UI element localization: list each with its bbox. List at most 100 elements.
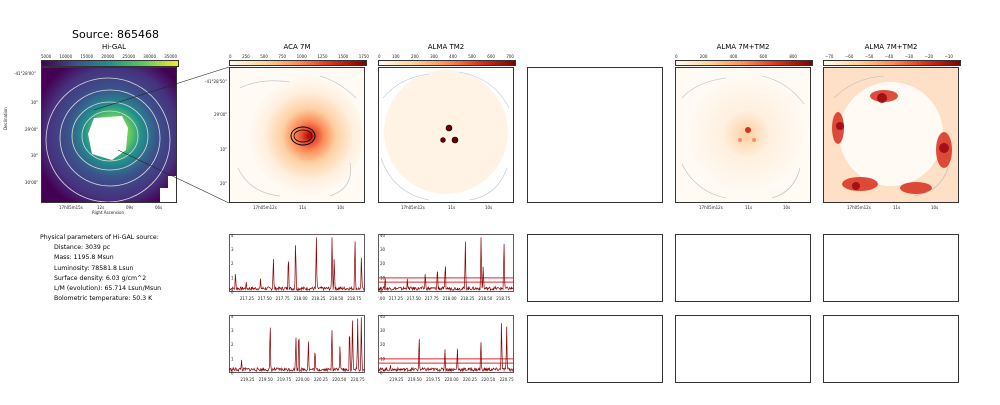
x-tick-label: 217.25 (389, 296, 403, 301)
tm2-ra-tick-2: 10s (485, 205, 493, 210)
y-tick-label: 3 (231, 247, 234, 252)
x-tick-label: 219.50 (259, 377, 273, 382)
source-title: Source: 865468 (72, 28, 159, 41)
spectrum-line (377, 323, 514, 373)
param-luminosity: Luminosity: 78581.8 Lsun (54, 264, 134, 272)
empty-spectrum-panel (675, 234, 811, 302)
y-tick-label: 2 (231, 261, 234, 266)
higal-ra-tick-1: 12s (97, 205, 105, 210)
combo1-ra-tick-0: 17h05m12s (699, 205, 723, 210)
y-tick-label: 1 (231, 356, 234, 361)
empty-spectrum-panel (823, 234, 959, 302)
colorbar-aca (229, 60, 367, 66)
higal-dec-tick-3: 30" (31, 153, 38, 158)
higal-ra-tick-0: 17h05m15s (59, 205, 83, 210)
empty-spectrum-panel (527, 234, 663, 302)
tm2-spectrum-2: 0 10 20 30 40 219.25 219.50 219.75 220.00 220.25 2… (377, 314, 514, 383)
param-mass: Mass: 1195.8 Msun (54, 254, 114, 262)
x-tick-label: 220.25 (314, 377, 328, 382)
x-tick-label: 220.25 (463, 377, 477, 382)
aca-ra-tick-1: 11s (299, 205, 307, 210)
colorbar-ticks-aca: 0 250 500 750 1000 1250 1500 1750 (229, 54, 369, 59)
x-tick-label: 220.50 (481, 377, 495, 382)
y-tick-label: 30 (380, 328, 386, 333)
higal-ra-label: Right Ascension (92, 210, 124, 215)
param-distance: Distance: 3039 pc (54, 244, 111, 252)
x-tick-label: 220.75 (500, 377, 514, 382)
colorbar-ticks-higal: 5000 10000 15000 20000 25000 30000 35000 (41, 54, 177, 59)
params-heading: Physical parameters of Hi-GAL source: (40, 234, 159, 241)
higal-dec-tick-0: -41°28'00" (14, 71, 36, 76)
x-tick-label: 220.50 (332, 377, 346, 382)
combo1-ra-tick-2: 10s (783, 205, 791, 210)
spectrum-frame (229, 315, 365, 373)
x-tick-label: 217.25 (240, 296, 254, 301)
y-tick-label: 2 (231, 342, 234, 347)
combo1-ra-tick-1: 11s (745, 205, 753, 210)
spectrum-line (228, 317, 365, 373)
panel-title-higal: Hi-GAL (101, 43, 127, 51)
y-tick-label: 1 (231, 275, 234, 280)
x-tick-label: 218.00 (294, 296, 308, 301)
x-tick-label: 219.25 (240, 377, 254, 382)
colorbar-tm2 (378, 60, 516, 66)
higal-dec-tick-2: 29'00" (25, 127, 39, 132)
param-lm: L/M (evolution): 65.714 Lsun/Msun (54, 285, 162, 293)
x-tick-label: 218.25 (311, 296, 325, 301)
y-tick-label: 4 (231, 234, 234, 238)
x-tick-label: 219.50 (408, 377, 422, 382)
higal-dec-tick-1: 30" (31, 100, 38, 105)
x-tick-label: 220.00 (445, 377, 459, 382)
aca-spectrum-2: 0 1 2 3 4 219.25 219.50 219.75 220.00 220.25 220.5… (228, 314, 365, 383)
panel-title-combo2: ALMA 7M+TM2 (864, 43, 918, 51)
empty-map-panel (527, 67, 663, 203)
combo2-ra-tick-1: 11s (893, 205, 901, 210)
colorbar-ticks-combo1: 0 200 400 600 800 (675, 54, 797, 59)
x-tick-label: 217.00 (378, 296, 385, 301)
aca-dec-tick-3: 20" (220, 181, 227, 186)
x-tick-label: 218.25 (460, 296, 474, 301)
x-tick-label: 220.75 (351, 377, 365, 382)
y-tick-label: 40 (380, 234, 386, 238)
spectrum-line (377, 237, 514, 292)
aca-dec-tick-1: 29'00" (214, 112, 228, 117)
aca-ra-tick-0: 17h05m12s (253, 205, 277, 210)
colorbar-higal (41, 60, 179, 67)
aca-ra-tick-2: 10s (337, 205, 345, 210)
colorbar-combo2 (823, 60, 961, 66)
higal-dec-tick-4: 30'00" (25, 180, 39, 185)
colorbar-ticks-tm2: 0 100 200 300 400 500 600 700 (378, 54, 514, 59)
x-tick-label: 219.75 (277, 377, 291, 382)
higal-ra-tick-3: 06s (155, 205, 163, 210)
param-temperature: Bolometric temperature: 50.3 K (54, 295, 153, 303)
combo2-map (823, 67, 959, 203)
tm2-spectrum-1: 010203040217.00217.25217.50217.75218.002… (371, 233, 514, 302)
x-tick-label: 217.50 (258, 296, 272, 301)
y-tick-label: 20 (380, 261, 386, 266)
aca-map (229, 67, 365, 203)
x-tick-label: 217.75 (425, 296, 439, 301)
x-tick-label: 218.50 (478, 296, 492, 301)
y-tick-label: 0 (380, 290, 383, 295)
tm2-ra-tick-0: 17h05m12s (401, 205, 425, 210)
panel-title-combo1: ALMA 7M+TM2 (716, 43, 770, 51)
empty-spectrum-panel (823, 315, 959, 383)
x-tick-label: 217.75 (276, 296, 290, 301)
x-tick-label: 217.50 (407, 296, 421, 301)
y-tick-label: 30 (380, 247, 386, 252)
y-tick-label: 10 (380, 356, 386, 361)
y-tick-label: 4 (231, 315, 234, 319)
x-tick-label: 218.75 (496, 296, 510, 301)
aca-dec-tick-0: -41°28'50" (205, 79, 227, 84)
tm2-ra-tick-1: 11s (448, 205, 456, 210)
y-tick-label: 20 (380, 342, 386, 347)
combo2-ra-tick-2: 10s (931, 205, 939, 210)
empty-spectrum-panel (527, 315, 663, 383)
y-tick-label: 3 (231, 328, 234, 333)
aca-spectrum-1: 0 1 2 3 4 217.25 217.50 217.75 218.00 218.25 218.5… (228, 233, 365, 302)
y-tick-label: 0 (231, 290, 234, 295)
combo1-map (675, 67, 811, 203)
spectrum-line (228, 237, 365, 292)
empty-spectrum-panel (675, 315, 811, 383)
